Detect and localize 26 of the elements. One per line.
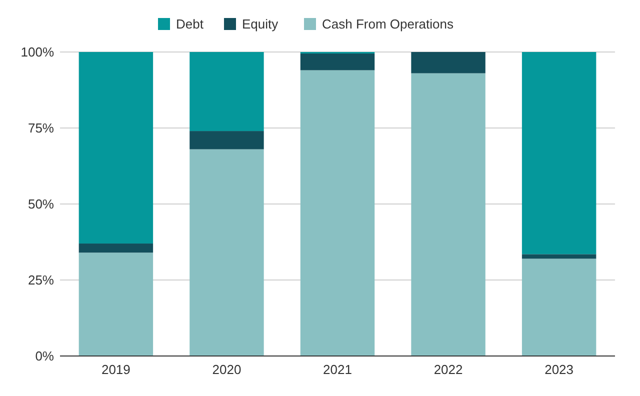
bar <box>78 52 154 244</box>
bar <box>190 52 264 132</box>
bar <box>300 70 375 356</box>
bar <box>522 52 596 254</box>
bar <box>190 149 264 356</box>
bar <box>190 131 264 150</box>
bar <box>522 254 596 259</box>
x-tick-label: 2022 <box>434 362 463 377</box>
bar <box>78 252 154 356</box>
y-tick-label: 75% <box>28 120 54 136</box>
legend-label: Cash From Operations <box>322 16 454 32</box>
bar <box>78 244 154 253</box>
x-tick-label: 2023 <box>544 362 574 377</box>
bar <box>522 258 596 356</box>
x-tick-label: 2019 <box>101 362 130 377</box>
y-tick-label: 25% <box>28 272 54 288</box>
x-tick-label: 2020 <box>212 362 242 377</box>
legend-label: Equity <box>242 16 279 32</box>
x-tick-label: 2021 <box>323 362 352 377</box>
y-tick-label: 0% <box>35 348 54 364</box>
y-tick-label: 100% <box>20 44 54 60</box>
legend-label: Debt <box>176 16 204 32</box>
bar <box>300 54 375 70</box>
bar <box>411 73 486 356</box>
y-tick-label: 50% <box>28 196 54 212</box>
bar <box>411 52 486 74</box>
